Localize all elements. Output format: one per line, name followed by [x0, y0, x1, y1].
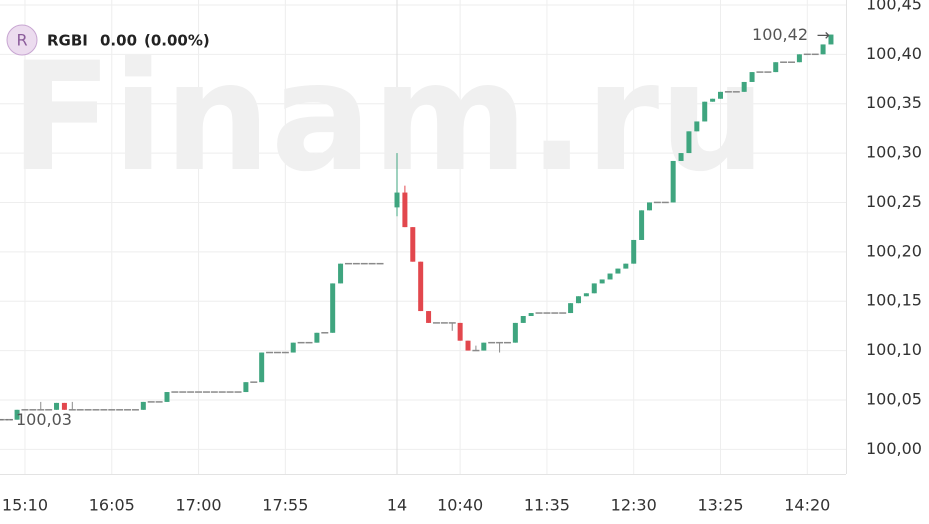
candle-body — [14, 409, 20, 420]
candle-body — [290, 342, 296, 353]
candle-body — [465, 340, 471, 351]
candle-body — [259, 352, 265, 383]
candle-body — [568, 303, 574, 314]
y-tick-label: 100,20 — [866, 241, 922, 260]
candle-body — [599, 279, 605, 284]
candle-body — [607, 273, 613, 280]
candle-body — [426, 311, 432, 323]
change-pct: (0.00%) — [144, 32, 210, 50]
y-tick-label: 100,00 — [866, 439, 922, 458]
symbol: RGBI — [47, 32, 88, 50]
candle-body — [520, 316, 526, 323]
candle-body — [670, 160, 676, 203]
candle-body — [694, 121, 700, 132]
candle-body — [623, 263, 629, 269]
y-tick-label: 100,45 — [866, 0, 922, 13]
candle-body — [631, 239, 637, 264]
candle-body — [796, 54, 802, 63]
candle-body — [686, 131, 692, 154]
candle-body — [164, 392, 170, 402]
candle-body — [615, 268, 621, 274]
candle-body — [820, 44, 826, 55]
candle-body — [140, 401, 146, 410]
y-tick-label: 100,30 — [866, 143, 922, 162]
x-tick-label: 10:40 — [437, 496, 483, 515]
candle-body — [402, 192, 408, 228]
x-tick-label: 14 — [387, 496, 407, 515]
candle-body — [528, 313, 534, 316]
x-tick-label: 11:35 — [524, 496, 570, 515]
y-tick-label: 100,10 — [866, 340, 922, 359]
x-tick-label: 16:05 — [89, 496, 135, 515]
candle-body — [773, 62, 779, 73]
symbol-icon: R — [16, 31, 27, 50]
x-tick-label: 14:20 — [784, 496, 830, 515]
candle-body — [243, 382, 249, 393]
candle-body — [591, 283, 597, 294]
candle-body — [749, 72, 755, 82]
last-arrow: → — [817, 26, 830, 45]
candle-body — [583, 293, 589, 297]
watermark: Finam.ru — [10, 31, 766, 205]
y-tick-label: 100,25 — [866, 192, 922, 211]
candle-body — [678, 153, 684, 161]
candle-body — [512, 322, 518, 343]
candle-body — [710, 98, 716, 102]
candle-body — [481, 342, 487, 351]
x-tick-label: 13:25 — [697, 496, 743, 515]
x-tick-label: 17:00 — [175, 496, 221, 515]
change: 0.00 — [100, 32, 137, 50]
candle-body — [575, 296, 581, 304]
candle-body — [418, 261, 424, 312]
candle-body — [646, 202, 652, 211]
candle-body — [338, 263, 344, 284]
symbol-icon-bg — [6, 24, 38, 56]
candle-body — [741, 81, 747, 92]
y-tick-label: 100,15 — [866, 291, 922, 310]
price-label: 100,03 — [16, 410, 72, 429]
y-tick-label: 100,40 — [866, 44, 922, 63]
grid — [0, 0, 846, 474]
price-label: 100,42 — [752, 25, 808, 44]
y-tick-label: 100,35 — [866, 93, 922, 112]
x-tick-label: 17:55 — [262, 496, 308, 515]
candle-body — [61, 402, 67, 410]
candle-body — [394, 192, 400, 208]
candle-body — [718, 91, 723, 99]
candle-body — [702, 101, 708, 122]
candle-body — [828, 34, 834, 45]
candle-body — [457, 322, 463, 341]
candle-body — [314, 332, 320, 343]
x-tick-label: 12:30 — [611, 496, 657, 515]
candle-body — [330, 283, 336, 333]
candle-body — [54, 402, 60, 410]
candle-body — [639, 210, 645, 240]
y-tick-label: 100,05 — [866, 389, 922, 408]
x-tick-label: 15:10 — [2, 496, 48, 515]
candle-body — [410, 227, 416, 262]
